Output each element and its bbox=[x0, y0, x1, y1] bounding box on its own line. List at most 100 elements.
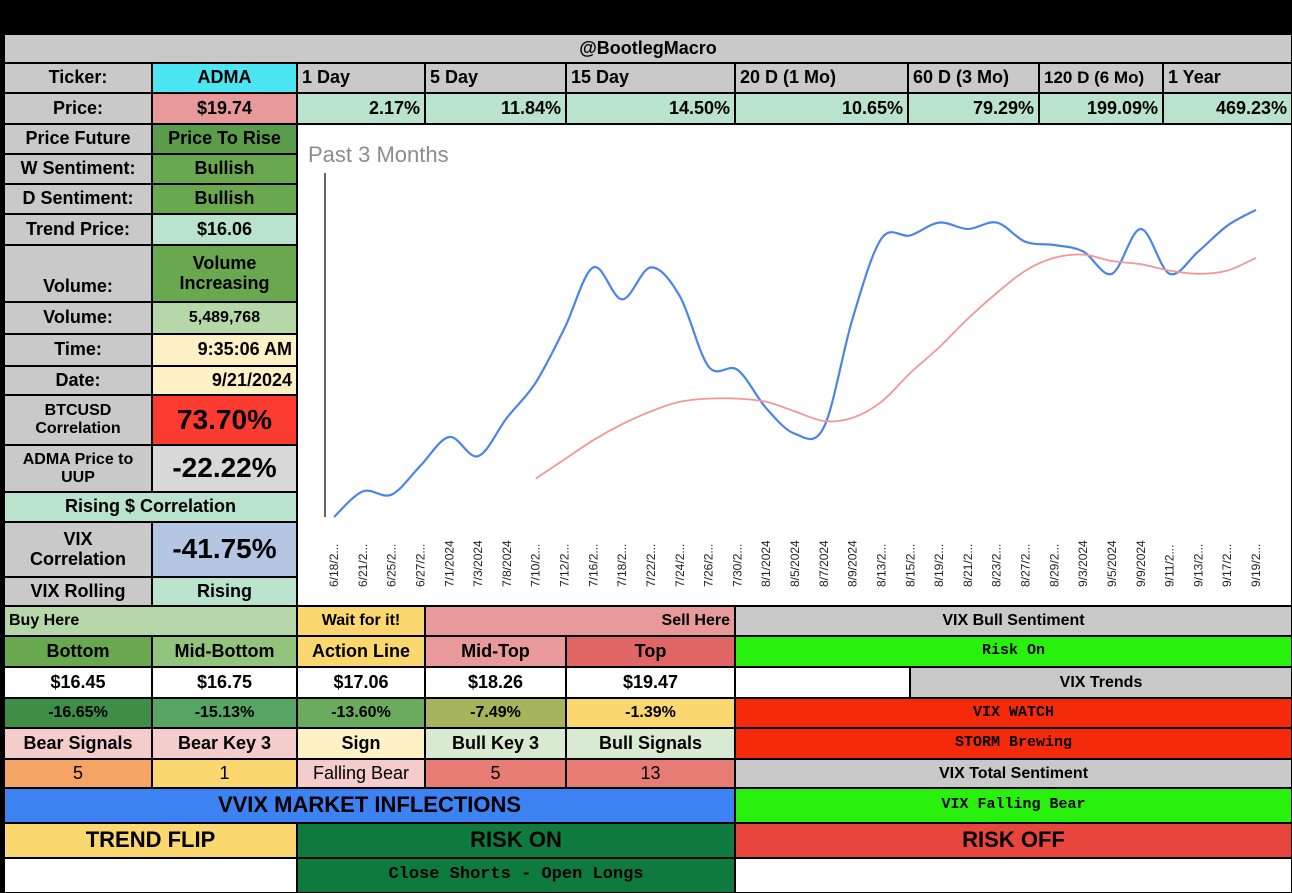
x-tick-label: 6/25/2... bbox=[385, 544, 399, 587]
period-value-20d: 10.65% bbox=[735, 93, 908, 124]
risk-on-banner: RISK ON bbox=[297, 823, 735, 858]
x-tick-label: 9/17/2... bbox=[1220, 544, 1234, 587]
level-header-bottom: Bottom bbox=[4, 636, 152, 667]
x-tick-label: 7/3/2024 bbox=[471, 540, 485, 587]
d-sentiment-label: D Sentiment: bbox=[4, 184, 152, 214]
x-tick-label: 9/5/2024 bbox=[1105, 540, 1119, 587]
x-tick-label: 9/9/2024 bbox=[1134, 540, 1148, 587]
signal-value-sign: Falling Bear bbox=[297, 759, 425, 788]
vix-corr-value: -41.75% bbox=[152, 522, 297, 577]
vix-storm-brewing: STORM Brewing bbox=[735, 728, 1292, 759]
price-chart: Past 3 Months 6/18/2... 6/21/2... 6/25/2..… bbox=[297, 124, 1292, 606]
period-label-1y: 1 Year bbox=[1163, 63, 1292, 93]
x-tick-label: 8/7/2024 bbox=[817, 540, 831, 587]
volume-label: Volume: bbox=[4, 302, 152, 334]
level-header-top: Top bbox=[566, 636, 735, 667]
btc-corr-value: 73.70% bbox=[152, 395, 297, 445]
close-shorts-open-longs: Close Shorts - Open Longs bbox=[297, 858, 735, 893]
period-value-1y: 469.23% bbox=[1163, 93, 1292, 124]
trend-flip-blank bbox=[4, 858, 297, 893]
signal-header-sign: Sign bbox=[297, 728, 425, 759]
vix-trends-label: VIX Trends bbox=[910, 667, 1292, 698]
vix-risk-on: Risk On bbox=[735, 636, 1292, 667]
wait-label: Wait for it! bbox=[297, 606, 425, 636]
vix-trends-blank bbox=[735, 667, 910, 698]
period-label-120d: 120 D (6 Mo) bbox=[1039, 63, 1163, 93]
x-tick-label: 9/19/2... bbox=[1249, 544, 1263, 587]
x-tick-label: 7/12/2... bbox=[558, 544, 572, 587]
date-label: Date: bbox=[4, 366, 152, 395]
series-line-trend bbox=[535, 253, 1257, 480]
level-header-mid-top: Mid-Top bbox=[425, 636, 566, 667]
vix-rolling-label: VIX Rolling bbox=[4, 577, 152, 606]
x-tick-label: 7/10/2... bbox=[529, 544, 543, 587]
period-label-15d: 15 Day bbox=[566, 63, 735, 93]
x-tick-label: 8/15/2... bbox=[903, 544, 917, 587]
vix-falling-bear: VIX Falling Bear bbox=[735, 788, 1292, 823]
volume-value: 5,489,768 bbox=[152, 302, 297, 334]
buy-here-label: Buy Here bbox=[4, 606, 297, 636]
signal-header-bear-key-3: Bear Key 3 bbox=[152, 728, 297, 759]
w-sentiment-label: W Sentiment: bbox=[4, 154, 152, 184]
vvix-title: VVIX MARKET INFLECTIONS bbox=[4, 788, 735, 823]
x-tick-label: 7/8/2024 bbox=[500, 540, 514, 587]
x-tick-label: 7/26/2... bbox=[702, 544, 716, 587]
time-value: 9:35:06 AM bbox=[152, 334, 297, 366]
x-tick-label: 8/23/2... bbox=[990, 544, 1004, 587]
level-price-mid-bottom: $16.75 bbox=[152, 667, 297, 698]
signal-value-bear-signals: 5 bbox=[4, 759, 152, 788]
x-tick-label: 8/13/2... bbox=[874, 544, 888, 587]
period-value-120d: 199.09% bbox=[1039, 93, 1163, 124]
x-tick-label: 8/9/2024 bbox=[846, 540, 860, 587]
x-tick-label: 8/21/2... bbox=[961, 544, 975, 587]
x-tick-label: 9/13/2... bbox=[1191, 544, 1205, 587]
period-label-1d: 1 Day bbox=[297, 63, 425, 93]
x-tick-label: 7/18/2... bbox=[615, 544, 629, 587]
x-tick-label: 8/1/2024 bbox=[759, 540, 773, 587]
x-tick-label: 7/22/2... bbox=[644, 544, 658, 587]
vix-bull-sentiment-label: VIX Bull Sentiment bbox=[735, 606, 1292, 636]
signal-header-bull-signals: Bull Signals bbox=[566, 728, 735, 759]
x-tick-label: 6/21/2... bbox=[356, 544, 370, 587]
signal-value-bull-key-3: 5 bbox=[425, 759, 566, 788]
trend-price-label: Trend Price: bbox=[4, 214, 152, 245]
ticker-value: ADMA bbox=[152, 63, 297, 93]
level-price-bottom: $16.45 bbox=[4, 667, 152, 698]
signal-value-bear-key-3: 1 bbox=[152, 759, 297, 788]
x-tick-label: 9/3/2024 bbox=[1076, 540, 1090, 587]
vix-corr-label: VIX Correlation bbox=[4, 522, 152, 577]
date-value: 9/21/2024 bbox=[152, 366, 297, 395]
period-label-5d: 5 Day bbox=[425, 63, 566, 93]
d-sentiment-value: Bullish bbox=[152, 184, 297, 214]
period-label-60d: 60 D (3 Mo) bbox=[908, 63, 1039, 93]
period-value-1d: 2.17% bbox=[297, 93, 425, 124]
volume-trend-label: Volume: bbox=[4, 245, 152, 302]
uup-corr-label: ADMA Price to UUP bbox=[4, 445, 152, 492]
level-header-action-line: Action Line bbox=[297, 636, 425, 667]
sell-here-label: Sell Here bbox=[425, 606, 735, 636]
x-tick-label: 7/24/2... bbox=[673, 544, 687, 587]
x-tick-label: 6/18/2... bbox=[327, 544, 341, 587]
risk-off-blank bbox=[735, 858, 1292, 893]
x-tick-label: 7/30/2... bbox=[730, 544, 744, 587]
signal-header-bull-key-3: Bull Key 3 bbox=[425, 728, 566, 759]
chart-title: Past 3 Months bbox=[308, 142, 449, 167]
x-tick-label: 8/5/2024 bbox=[788, 540, 802, 587]
level-price-mid-top: $18.26 bbox=[425, 667, 566, 698]
x-tick-label: 7/1/2024 bbox=[442, 540, 456, 587]
period-value-5d: 11.84% bbox=[425, 93, 566, 124]
price-chart-svg: Past 3 Months 6/18/2... 6/21/2... 6/25/2..… bbox=[308, 142, 1263, 587]
price-value: $19.74 bbox=[152, 93, 297, 124]
signal-header-bear-signals: Bear Signals bbox=[4, 728, 152, 759]
vix-rolling-value: Rising bbox=[152, 577, 297, 606]
x-tick-label: 6/27/2... bbox=[413, 544, 427, 587]
vix-watch: VIX WATCH bbox=[735, 698, 1292, 728]
level-pct-mid-bottom: -15.13% bbox=[152, 698, 297, 728]
rising-corr-label: Rising $ Correlation bbox=[4, 492, 297, 522]
trend-flip: TREND FLIP bbox=[4, 823, 297, 858]
volume-trend-value: Volume Increasing bbox=[152, 245, 297, 302]
level-price-action-line: $17.06 bbox=[297, 667, 425, 698]
level-price-top: $19.47 bbox=[566, 667, 735, 698]
header-handle: @BootlegMacro bbox=[4, 34, 1292, 63]
btc-corr-label: BTCUSD Correlation bbox=[4, 395, 152, 445]
